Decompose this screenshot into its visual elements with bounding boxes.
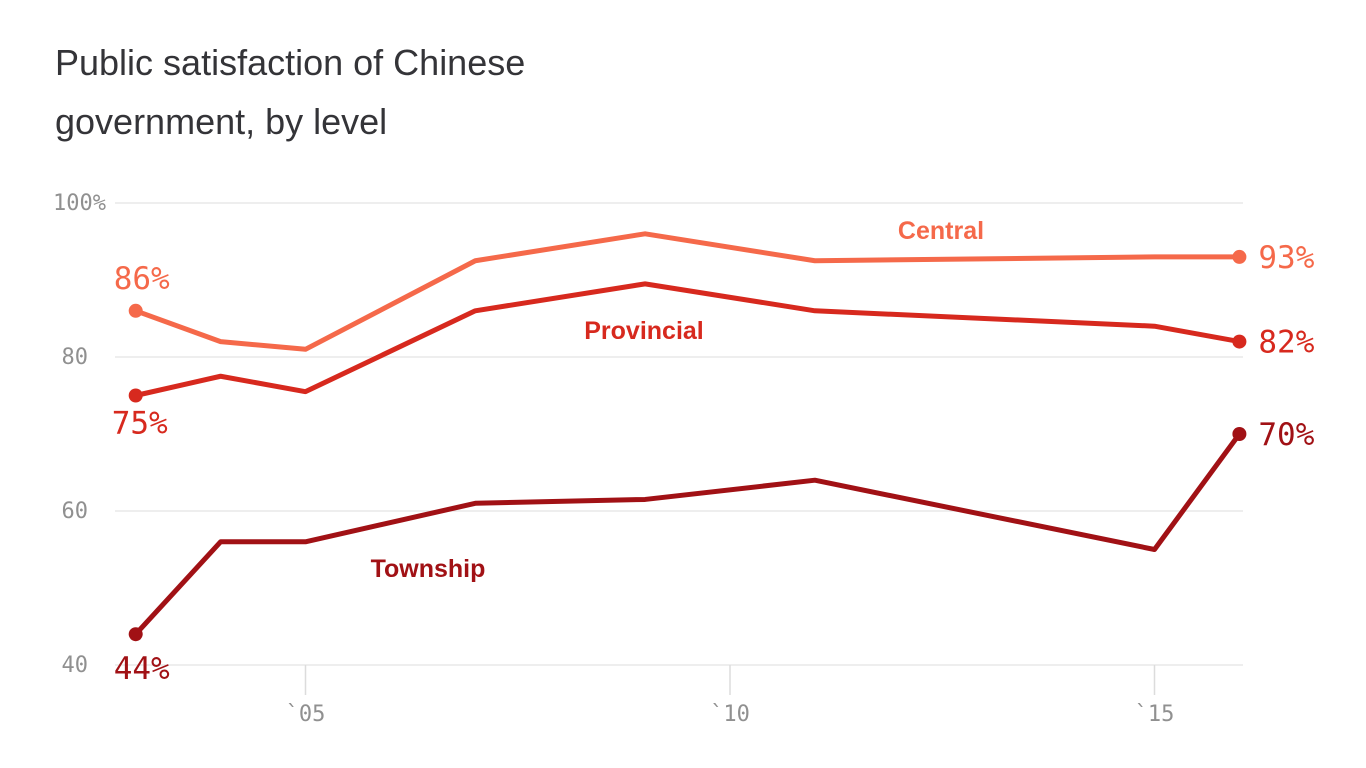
chart-title-line-2: government, by level (55, 101, 388, 142)
series-name-label-provincial: Provincial (584, 317, 704, 345)
series-end-dot-central (1232, 249, 1247, 264)
y-axis-label: 100% (53, 191, 106, 216)
series-start-value-label-township: 44% (114, 651, 170, 687)
chart-title: Public satisfaction of Chinese governmen… (55, 33, 525, 151)
series-end-dot-provincial (1232, 334, 1247, 349)
series-start-value-label-provincial: 75% (112, 406, 168, 442)
series-end-dot-township (1232, 427, 1247, 441)
series-start-dot-central (128, 303, 143, 318)
series-end-value-label-provincial: 82% (1258, 325, 1314, 361)
series-line-provincial (135, 281, 1240, 398)
series-start-value-label-central: 86% (114, 261, 170, 297)
series-start-dot-township (128, 627, 143, 642)
series-line-township (133, 432, 1242, 636)
x-axis-label: `05 (286, 702, 326, 727)
x-axis-label: `15 (1135, 702, 1175, 727)
series-end-value-label-township: 70% (1258, 417, 1314, 453)
series-start-dot-provincial (128, 388, 143, 403)
series-name-label-central: Central (898, 217, 984, 245)
series-name-label-township: Township (371, 555, 486, 583)
series-line-central (134, 231, 1240, 352)
y-axis-label: 40 (62, 653, 89, 678)
chart-title-line-1: Public satisfaction of Chinese (55, 42, 526, 83)
y-axis-label: 80 (62, 345, 89, 370)
series-end-value-label-central: 93% (1258, 240, 1314, 276)
x-axis-label: `10 (710, 702, 750, 727)
y-axis-label: 60 (62, 499, 89, 524)
